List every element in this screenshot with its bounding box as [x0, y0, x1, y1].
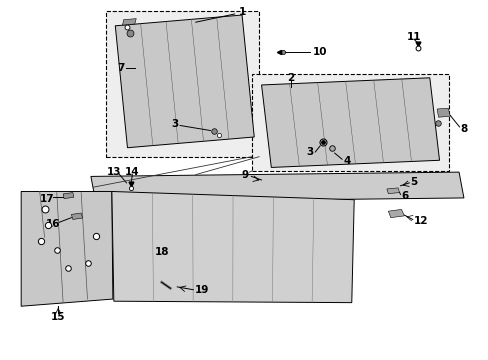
Bar [105, 12, 259, 157]
Polygon shape [21, 192, 113, 306]
Polygon shape [71, 213, 82, 220]
Text: 18: 18 [154, 247, 168, 257]
Text: 2: 2 [286, 73, 294, 83]
Polygon shape [91, 172, 463, 202]
Text: 12: 12 [413, 216, 428, 226]
Text: 14: 14 [125, 167, 140, 177]
Text: 15: 15 [51, 312, 65, 322]
Text: 8: 8 [460, 124, 467, 134]
Text: 9: 9 [242, 170, 248, 180]
Polygon shape [112, 192, 353, 303]
Polygon shape [261, 78, 439, 167]
Polygon shape [63, 193, 74, 199]
Text: 4: 4 [343, 156, 350, 166]
Text: 16: 16 [46, 219, 61, 229]
Text: 3: 3 [306, 147, 313, 157]
Text: 3: 3 [171, 120, 178, 129]
Text: 5: 5 [410, 177, 417, 187]
Polygon shape [122, 19, 136, 25]
Text: 1: 1 [238, 7, 245, 17]
Polygon shape [115, 15, 254, 148]
Text: 10: 10 [312, 46, 326, 57]
Polygon shape [386, 188, 399, 194]
Text: 11: 11 [406, 32, 421, 42]
Text: 13: 13 [106, 167, 121, 177]
Polygon shape [436, 108, 449, 117]
Bar [251, 74, 448, 171]
Text: 7: 7 [117, 63, 124, 73]
Text: 19: 19 [194, 285, 209, 296]
Polygon shape [387, 210, 404, 218]
Text: 6: 6 [401, 191, 408, 201]
Text: 17: 17 [40, 194, 54, 204]
